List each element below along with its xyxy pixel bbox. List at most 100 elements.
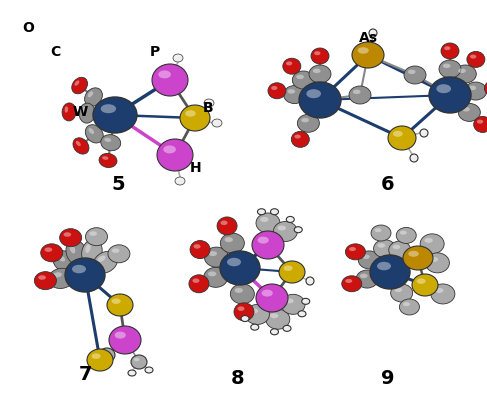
- Ellipse shape: [403, 302, 410, 306]
- Ellipse shape: [349, 86, 371, 104]
- Ellipse shape: [158, 70, 171, 78]
- Ellipse shape: [128, 370, 136, 376]
- Ellipse shape: [296, 228, 299, 230]
- Ellipse shape: [371, 225, 391, 241]
- Ellipse shape: [374, 240, 395, 258]
- Ellipse shape: [251, 324, 259, 330]
- Ellipse shape: [408, 251, 419, 257]
- Ellipse shape: [104, 138, 111, 142]
- Ellipse shape: [271, 86, 278, 90]
- Ellipse shape: [85, 244, 91, 253]
- Ellipse shape: [474, 116, 487, 132]
- Ellipse shape: [283, 265, 293, 271]
- Text: P: P: [150, 45, 160, 59]
- Ellipse shape: [408, 70, 415, 74]
- Ellipse shape: [62, 103, 76, 121]
- Ellipse shape: [66, 240, 87, 265]
- Ellipse shape: [65, 258, 105, 292]
- Ellipse shape: [444, 46, 450, 50]
- Ellipse shape: [371, 31, 373, 33]
- Ellipse shape: [270, 329, 279, 335]
- Ellipse shape: [97, 255, 106, 262]
- Ellipse shape: [59, 229, 82, 247]
- Ellipse shape: [410, 154, 418, 162]
- Ellipse shape: [38, 275, 46, 280]
- Ellipse shape: [301, 118, 309, 122]
- Ellipse shape: [467, 51, 485, 68]
- Ellipse shape: [163, 145, 176, 153]
- Ellipse shape: [443, 64, 450, 68]
- Ellipse shape: [93, 252, 117, 273]
- Ellipse shape: [101, 104, 116, 113]
- Ellipse shape: [89, 128, 94, 134]
- Ellipse shape: [75, 81, 79, 86]
- Ellipse shape: [212, 119, 222, 127]
- Ellipse shape: [399, 299, 419, 315]
- Ellipse shape: [208, 271, 216, 276]
- Ellipse shape: [286, 217, 294, 222]
- Ellipse shape: [65, 107, 68, 113]
- Ellipse shape: [243, 317, 245, 318]
- Ellipse shape: [281, 294, 305, 314]
- Ellipse shape: [217, 217, 237, 235]
- Ellipse shape: [249, 309, 258, 314]
- Ellipse shape: [429, 77, 471, 113]
- Text: 7: 7: [78, 365, 92, 384]
- Ellipse shape: [70, 245, 75, 253]
- Ellipse shape: [283, 58, 301, 74]
- Ellipse shape: [362, 255, 370, 259]
- Ellipse shape: [296, 75, 304, 79]
- Ellipse shape: [273, 222, 298, 241]
- Ellipse shape: [306, 89, 321, 98]
- Ellipse shape: [353, 90, 360, 94]
- Ellipse shape: [420, 129, 428, 137]
- Ellipse shape: [416, 278, 426, 284]
- Ellipse shape: [313, 69, 320, 73]
- Ellipse shape: [234, 303, 254, 321]
- Ellipse shape: [87, 349, 113, 371]
- Ellipse shape: [465, 82, 487, 100]
- Ellipse shape: [266, 309, 290, 329]
- Ellipse shape: [272, 330, 275, 332]
- Ellipse shape: [357, 47, 369, 54]
- Ellipse shape: [102, 351, 108, 354]
- Ellipse shape: [404, 66, 426, 84]
- Ellipse shape: [205, 247, 228, 267]
- Ellipse shape: [462, 107, 470, 112]
- Ellipse shape: [345, 244, 365, 260]
- Ellipse shape: [435, 288, 444, 293]
- Ellipse shape: [360, 274, 368, 278]
- Ellipse shape: [389, 241, 411, 259]
- Ellipse shape: [294, 227, 302, 233]
- Ellipse shape: [245, 305, 269, 325]
- Ellipse shape: [189, 275, 209, 293]
- Ellipse shape: [252, 231, 284, 259]
- Ellipse shape: [396, 228, 416, 243]
- Ellipse shape: [391, 284, 412, 302]
- Ellipse shape: [175, 55, 178, 58]
- Ellipse shape: [109, 326, 141, 354]
- Ellipse shape: [82, 107, 86, 114]
- Ellipse shape: [295, 134, 301, 139]
- Ellipse shape: [400, 231, 407, 235]
- Ellipse shape: [238, 307, 244, 311]
- Ellipse shape: [131, 355, 147, 369]
- Ellipse shape: [93, 97, 137, 133]
- Text: C: C: [50, 45, 60, 59]
- Ellipse shape: [157, 139, 193, 171]
- Ellipse shape: [130, 371, 132, 373]
- Ellipse shape: [283, 86, 305, 103]
- Ellipse shape: [227, 258, 241, 266]
- Ellipse shape: [175, 177, 185, 185]
- Ellipse shape: [358, 251, 380, 269]
- Ellipse shape: [147, 368, 149, 370]
- Ellipse shape: [221, 220, 227, 225]
- Ellipse shape: [134, 358, 139, 361]
- Ellipse shape: [454, 65, 476, 83]
- Ellipse shape: [431, 284, 455, 304]
- Ellipse shape: [101, 135, 121, 151]
- Ellipse shape: [262, 290, 273, 297]
- Ellipse shape: [403, 246, 433, 270]
- Ellipse shape: [311, 48, 329, 64]
- Ellipse shape: [470, 55, 476, 59]
